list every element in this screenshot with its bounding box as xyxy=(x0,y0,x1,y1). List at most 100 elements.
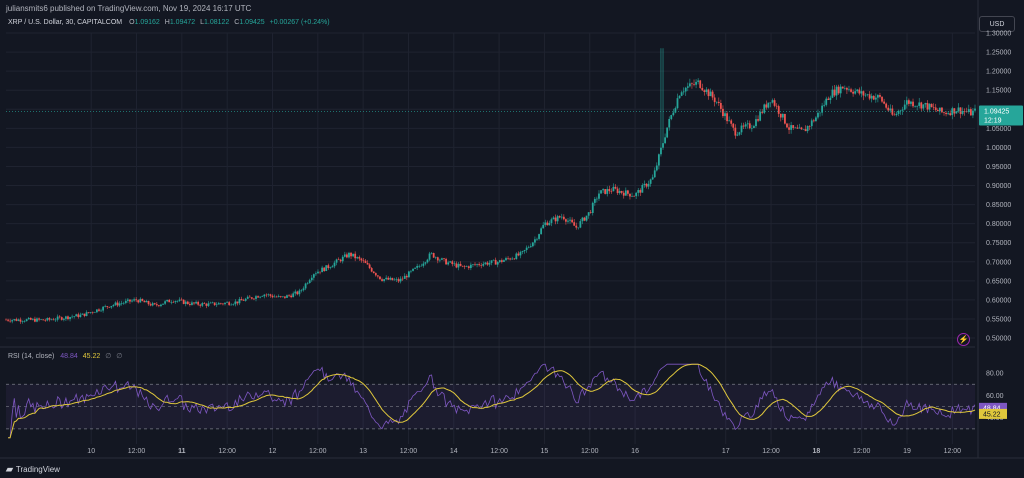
candle-body xyxy=(85,312,88,317)
candle-body xyxy=(416,266,419,268)
candle-body xyxy=(484,262,487,264)
candle-body xyxy=(715,101,718,103)
candle-body xyxy=(519,251,522,256)
candle-body xyxy=(410,270,412,272)
candle-body xyxy=(784,113,786,124)
candle-body xyxy=(151,303,154,306)
price-tick-label: 0.55000 xyxy=(986,316,1011,323)
candle-body xyxy=(579,221,582,228)
candle-body xyxy=(672,112,675,116)
candle-body xyxy=(300,290,303,291)
candle-body xyxy=(829,97,832,100)
candle-body xyxy=(267,294,270,296)
currency-button[interactable]: USD xyxy=(979,16,1015,32)
candle-body xyxy=(62,318,65,320)
candle-body xyxy=(472,264,474,265)
candle-body xyxy=(600,190,602,194)
candle-body xyxy=(453,263,456,265)
candle-body xyxy=(339,259,342,262)
candle-body xyxy=(162,303,164,305)
tradingview-brand[interactable]: ▰ TradingView xyxy=(6,464,60,475)
candle-body xyxy=(732,123,735,128)
candle-body xyxy=(5,319,7,321)
candle-body xyxy=(769,102,772,104)
candle-body xyxy=(883,101,885,104)
candle-body xyxy=(905,100,908,105)
candle-body xyxy=(637,190,640,193)
candle-body xyxy=(548,222,551,226)
candle-body xyxy=(259,296,262,298)
candle-body xyxy=(112,304,115,307)
candle-body xyxy=(232,304,235,305)
candle-body xyxy=(550,219,553,223)
candle-body xyxy=(639,190,642,193)
candle-body xyxy=(333,262,336,267)
candle-body xyxy=(565,219,567,222)
candle-body xyxy=(893,114,896,116)
candle-body xyxy=(7,319,9,321)
rsi-legend[interactable]: RSI (14, close) 48.84 45.22 ∅ ∅ xyxy=(8,352,122,360)
candle-body xyxy=(914,106,916,107)
candle-body xyxy=(693,84,695,85)
candle-body xyxy=(279,296,282,297)
candle-body xyxy=(604,189,607,194)
candle-body xyxy=(596,198,598,200)
rsi-placeholder-1: ∅ xyxy=(105,353,112,360)
candle-body xyxy=(447,262,450,265)
candle-body xyxy=(500,260,503,262)
candle-body xyxy=(680,92,683,96)
candle-body xyxy=(81,313,84,315)
price-tick-label: 1.05000 xyxy=(986,126,1011,133)
candle-body xyxy=(65,316,67,319)
candle-body xyxy=(327,265,330,269)
candle-body xyxy=(771,100,774,103)
candle-body xyxy=(724,113,726,117)
candle-body xyxy=(343,254,346,257)
candle-body xyxy=(234,301,237,305)
rsi-ma-value: 45.22 xyxy=(82,353,101,360)
candle-body xyxy=(277,296,280,297)
candle-body xyxy=(916,105,919,107)
candle-body xyxy=(726,113,728,122)
candle-body xyxy=(949,113,952,116)
candle-body xyxy=(323,267,326,272)
candle-body xyxy=(695,81,697,85)
candle-body xyxy=(490,260,493,263)
candle-body xyxy=(709,91,712,97)
candle-body xyxy=(217,303,220,305)
candle-body xyxy=(763,104,766,113)
candle-body xyxy=(186,301,189,305)
candle-body xyxy=(358,257,361,259)
rsi-line xyxy=(8,363,976,439)
candle-body xyxy=(527,247,530,248)
candle-body xyxy=(602,189,605,191)
candle-body xyxy=(424,262,427,264)
candle-body xyxy=(957,107,960,112)
price-tick-label: 0.65000 xyxy=(986,278,1011,285)
candle-body xyxy=(426,259,429,263)
candle-body xyxy=(676,98,679,109)
candle-body xyxy=(122,302,125,304)
candle-body xyxy=(505,258,507,261)
candle-body xyxy=(48,318,51,320)
candle-body xyxy=(352,253,355,257)
candle-body xyxy=(701,87,704,91)
candle-body xyxy=(713,97,716,103)
candle-body xyxy=(856,89,859,92)
candle-body xyxy=(643,183,646,185)
candle-body xyxy=(137,300,140,303)
candle-body xyxy=(153,303,156,305)
candle-body xyxy=(370,268,373,272)
candle-body xyxy=(405,275,408,278)
symbol-legend[interactable]: XRP / U.S. Dollar, 30, CAPITALCOM O1.091… xyxy=(8,19,330,26)
candle-body xyxy=(238,299,241,304)
lightning-icon[interactable]: ⚡ xyxy=(957,333,970,346)
candle-body xyxy=(364,260,367,264)
candle-body xyxy=(583,217,586,221)
time-tick-label: 14 xyxy=(450,448,458,455)
time-tick-label: 12:00 xyxy=(581,448,599,455)
candle-body xyxy=(461,265,464,267)
candle-body xyxy=(684,87,687,92)
candle-body xyxy=(538,234,540,239)
